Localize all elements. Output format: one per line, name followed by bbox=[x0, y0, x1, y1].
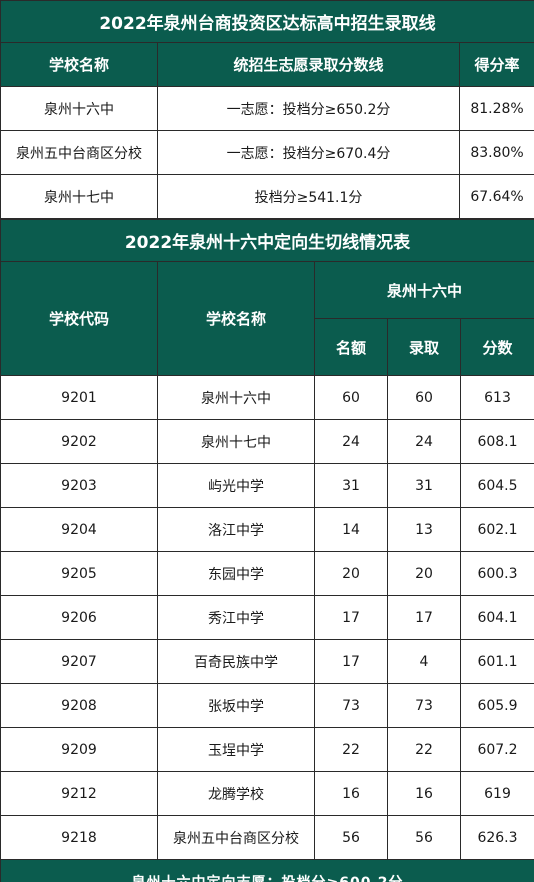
table-row: 泉州五中台商区分校 一志愿：投档分≥670.4分 83.80% bbox=[0, 130, 534, 175]
school-name-cell: 屿光中学 bbox=[157, 463, 315, 508]
score-cell: 602.1 bbox=[460, 507, 534, 552]
school-name-cell: 东园中学 bbox=[157, 551, 315, 596]
admission-line-table: 2022年泉州台商投资区达标高中招生录取线 学校名称 统招生志愿录取分数线 得分… bbox=[0, 0, 534, 219]
school-name-cell: 泉州五中台商区分校 bbox=[157, 815, 315, 860]
table-row: 泉州十六中 一志愿：投档分≥650.2分 81.28% bbox=[0, 86, 534, 131]
school-name-cell: 百奇民族中学 bbox=[157, 639, 315, 684]
admitted-cell: 20 bbox=[387, 551, 461, 596]
quota-cell: 14 bbox=[314, 507, 388, 552]
school-name-cell: 泉州十七中 bbox=[157, 419, 315, 464]
table-row: 9208 张坂中学 73 73 605.9 bbox=[0, 683, 534, 728]
table-row: 9202 泉州十七中 24 24 608.1 bbox=[0, 419, 534, 464]
school-name-cell: 龙腾学校 bbox=[157, 771, 315, 816]
school-name-cell: 洛江中学 bbox=[157, 507, 315, 552]
score-cell: 605.9 bbox=[460, 683, 534, 728]
school-name-cell: 泉州十七中 bbox=[0, 174, 158, 219]
header-school-name: 学校名称 bbox=[0, 42, 158, 87]
school-name-cell: 张坂中学 bbox=[157, 683, 315, 728]
quota-cell: 22 bbox=[314, 727, 388, 772]
table-row: 9204 洛江中学 14 13 602.1 bbox=[0, 507, 534, 552]
school-code-cell: 9204 bbox=[0, 507, 158, 552]
table-row: 泉州十七中 投档分≥541.1分 67.64% bbox=[0, 174, 534, 219]
school-code-cell: 9208 bbox=[0, 683, 158, 728]
table-row: 9207 百奇民族中学 17 4 601.1 bbox=[0, 639, 534, 684]
school-code-cell: 9206 bbox=[0, 595, 158, 640]
school-name-cell: 泉州十六中 bbox=[0, 86, 158, 131]
quota-cell: 20 bbox=[314, 551, 388, 596]
header-school-name: 学校名称 bbox=[157, 261, 315, 376]
table-row: 9203 屿光中学 31 31 604.5 bbox=[0, 463, 534, 508]
score-rate-cell: 83.80% bbox=[458, 130, 534, 175]
directed-student-table: 2022年泉州十六中定向生切线情况表 学校代码 学校名称 泉州十六中 名额 录取… bbox=[0, 219, 534, 882]
score-cell: 604.5 bbox=[460, 463, 534, 508]
score-line-cell: 一志愿：投档分≥650.2分 bbox=[157, 86, 460, 131]
school-code-cell: 9209 bbox=[0, 727, 158, 772]
school-name-cell: 玉埕中学 bbox=[157, 727, 315, 772]
directed-student-table-title: 2022年泉州十六中定向生切线情况表 bbox=[0, 219, 534, 262]
quota-cell: 56 bbox=[314, 815, 388, 860]
score-cell: 607.2 bbox=[460, 727, 534, 772]
admitted-cell: 22 bbox=[387, 727, 461, 772]
school-name-cell: 泉州十六中 bbox=[157, 375, 315, 420]
school-name-cell: 泉州五中台商区分校 bbox=[0, 130, 158, 175]
header-score: 分数 bbox=[460, 318, 534, 376]
header-score-line: 统招生志愿录取分数线 bbox=[157, 42, 460, 87]
admitted-cell: 56 bbox=[387, 815, 461, 860]
table-row: 9206 秀江中学 17 17 604.1 bbox=[0, 595, 534, 640]
admitted-cell: 17 bbox=[387, 595, 461, 640]
table-row: 9218 泉州五中台商区分校 56 56 626.3 bbox=[0, 815, 534, 860]
table-row: 9209 玉埕中学 22 22 607.2 bbox=[0, 727, 534, 772]
score-cell: 608.1 bbox=[460, 419, 534, 464]
score-cell: 619 bbox=[460, 771, 534, 816]
table-row: 9201 泉州十六中 60 60 613 bbox=[0, 375, 534, 420]
quota-cell: 31 bbox=[314, 463, 388, 508]
admitted-cell: 31 bbox=[387, 463, 461, 508]
score-line-cell: 投档分≥541.1分 bbox=[157, 174, 460, 219]
admitted-cell: 16 bbox=[387, 771, 461, 816]
table-row: 9205 东园中学 20 20 600.3 bbox=[0, 551, 534, 596]
header-score-rate: 得分率 bbox=[458, 42, 534, 87]
school-code-cell: 9201 bbox=[0, 375, 158, 420]
header-admitted: 录取 bbox=[387, 318, 461, 376]
school-code-cell: 9205 bbox=[0, 551, 158, 596]
admitted-cell: 73 bbox=[387, 683, 461, 728]
quota-cell: 17 bbox=[314, 639, 388, 684]
school-code-cell: 9218 bbox=[0, 815, 158, 860]
quota-cell: 16 bbox=[314, 771, 388, 816]
admitted-cell: 4 bbox=[387, 639, 461, 684]
score-cell: 613 bbox=[460, 375, 534, 420]
score-cell: 626.3 bbox=[460, 815, 534, 860]
directed-score-footer: 泉州十六中定向志愿：投档分≥600.2分 bbox=[0, 859, 534, 882]
admitted-cell: 24 bbox=[387, 419, 461, 464]
score-cell: 601.1 bbox=[460, 639, 534, 684]
score-cell: 600.3 bbox=[460, 551, 534, 596]
admitted-cell: 13 bbox=[387, 507, 461, 552]
admission-line-table-title: 2022年泉州台商投资区达标高中招生录取线 bbox=[0, 0, 534, 43]
admitted-cell: 60 bbox=[387, 375, 461, 420]
score-rate-cell: 81.28% bbox=[458, 86, 534, 131]
school-code-cell: 9207 bbox=[0, 639, 158, 684]
quota-cell: 24 bbox=[314, 419, 388, 464]
table-row: 9212 龙腾学校 16 16 619 bbox=[0, 771, 534, 816]
school-code-cell: 9202 bbox=[0, 419, 158, 464]
school-code-cell: 9203 bbox=[0, 463, 158, 508]
quota-cell: 60 bbox=[314, 375, 388, 420]
header-group-school: 泉州十六中 bbox=[314, 261, 534, 319]
quota-cell: 73 bbox=[314, 683, 388, 728]
school-code-cell: 9212 bbox=[0, 771, 158, 816]
header-quota: 名额 bbox=[314, 318, 388, 376]
score-cell: 604.1 bbox=[460, 595, 534, 640]
score-rate-cell: 67.64% bbox=[458, 174, 534, 219]
header-school-code: 学校代码 bbox=[0, 261, 158, 376]
school-name-cell: 秀江中学 bbox=[157, 595, 315, 640]
score-line-cell: 一志愿：投档分≥670.4分 bbox=[157, 130, 460, 175]
quota-cell: 17 bbox=[314, 595, 388, 640]
